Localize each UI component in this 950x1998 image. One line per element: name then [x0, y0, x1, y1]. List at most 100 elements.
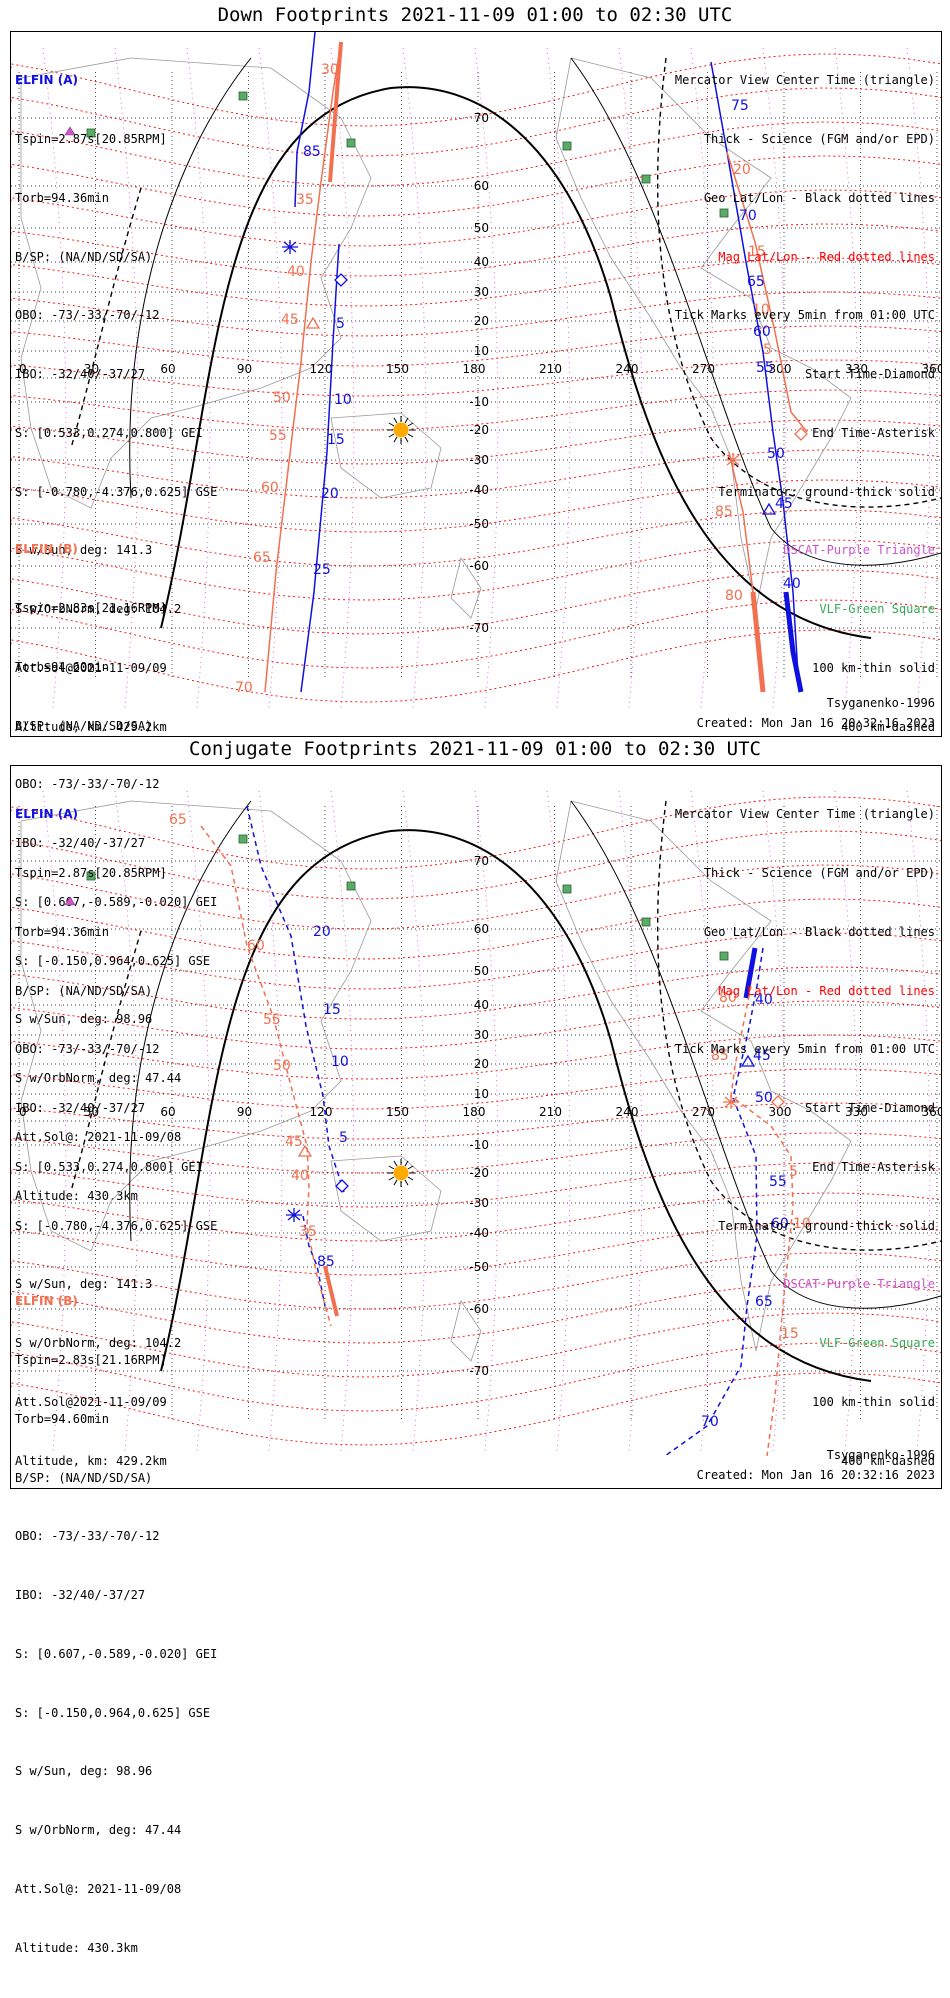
legend-line: Geo Lat/Lon - Black dotted lines	[703, 924, 935, 939]
lat-tick-label: -20	[469, 423, 489, 437]
mag-parallel	[11, 325, 941, 367]
start-diamond	[335, 1179, 349, 1193]
terminator-400km	[656, 800, 941, 1251]
lat-tick-label: 10	[474, 344, 489, 358]
mag-meridian	[330, 47, 355, 709]
mag-parallel	[11, 419, 941, 465]
lat-tick-label: 40	[474, 998, 489, 1012]
dscat-triangle	[64, 126, 76, 136]
elfin-b-line: S: [0.607,-0.589,-0.020] GEI	[15, 1646, 218, 1661]
elfin-b-tick-label: 60	[261, 480, 279, 496]
elfin-a-tick-label: 85	[303, 144, 321, 160]
elfin-a-tick-label: 70	[739, 208, 757, 224]
vlf-station	[641, 917, 651, 927]
elfin-b-tick-label: 35	[299, 1224, 317, 1240]
elfin-a-tick-label: 15	[323, 1002, 341, 1018]
elfin-a-track	[710, 61, 800, 693]
sun-ray	[407, 422, 414, 427]
elfin-b-line: Torb=94.60min	[15, 659, 109, 674]
mag-parallel	[11, 449, 941, 499]
mag-parallel	[11, 1312, 941, 1378]
elfin-a-tick-label: 55	[756, 360, 774, 376]
sun-ray	[388, 422, 395, 427]
model-label: Tsyganenko-1996	[826, 1448, 935, 1462]
sun-ray	[388, 1176, 395, 1181]
elfin-b-tick-label: 65	[253, 550, 271, 566]
elfin-a-track	[300, 243, 340, 693]
elfin-b-info: ELFIN (B) Tspin=2.83s[21.16RPM] Torb=94.…	[15, 1253, 217, 1998]
elfin-b-line: S w/OrbNorm, deg: 47.44	[15, 1823, 182, 1838]
map-canvas-conjugate: 0 30 60 90 120 150 180 210 240 270 300 330 360 70 60 50…	[11, 790, 941, 1457]
sun-ray	[407, 1165, 414, 1170]
elfin-a-line: S w/OrbNorm, deg: 104.2	[15, 1336, 182, 1351]
elfin-a-tick-label: 45	[775, 496, 793, 512]
elfin-b-tick-label: 40	[291, 1168, 309, 1184]
mag-parallel	[11, 966, 941, 1020]
sun-ray	[388, 433, 395, 438]
map-canvas-down: 0 30 60 90 120 150 180 210 240 270 300 330 360 70 60 50…	[11, 32, 941, 709]
terminator-400km	[70, 187, 142, 449]
elfin-b-line: S: [-0.150,0.964,0.625] GSE	[15, 1705, 211, 1720]
elfin-b-science	[323, 1265, 339, 1317]
lat-tick-label: -10	[469, 395, 489, 409]
elfin-b-track	[264, 41, 342, 693]
lat-tick-label: 20	[474, 1057, 489, 1071]
elfin-a-tick-label: 20	[313, 924, 331, 940]
terminator-400km	[70, 930, 142, 1192]
elfin-a-tick-label: 40	[755, 992, 773, 1008]
elfin-b-line: B/SP: (NA/ND/SD/SA)	[15, 1470, 153, 1485]
legend-line: End Time-Asterisk	[812, 1159, 935, 1174]
sun-ray	[393, 417, 398, 424]
elfin-b-science	[328, 41, 343, 183]
elfin-a-line: S w/OrbNorm, deg: 104.2	[15, 602, 182, 617]
elfin-b-tick-label: 10	[752, 302, 770, 318]
mag-meridian	[906, 790, 931, 1452]
terminator-100km	[129, 57, 252, 499]
lat-tick-label: -10	[469, 1138, 489, 1152]
elfin-b-line: OBO: -73/-33/-70/-12	[15, 777, 160, 792]
elfin-a-line: B/SP: (NA/ND/SD/SA)	[15, 983, 153, 998]
start-diamond	[771, 1095, 785, 1109]
mag-meridian	[258, 47, 283, 709]
mag-parallel	[11, 1192, 941, 1242]
elfin-a-tick-label: 60	[753, 324, 771, 340]
continent-outline	[450, 1300, 482, 1362]
vlf-station	[238, 834, 248, 844]
legend-line: 400 km-dashed	[841, 719, 935, 734]
mag-parallel	[11, 1252, 941, 1310]
elfin-a-line: Altitude, km: 429.2km	[15, 719, 167, 734]
sun-ray	[388, 1165, 395, 1170]
elfin-a-tick-label: 5	[336, 316, 345, 332]
lon-tick-label: 0	[19, 362, 27, 376]
lon-tick-label: 120	[310, 1105, 333, 1119]
elfin-a-line: Tspin=2.87s[20.85RPM]	[15, 865, 167, 880]
legend-line: VLF-Green Square	[819, 602, 935, 617]
center-triangle	[761, 502, 777, 515]
elfin-a-line: Att.Sol@2021-11-09/09	[15, 661, 167, 675]
elfin-b-tick-label: 45	[281, 312, 299, 328]
legend: Mercator View Center Time (triangle) Thi…	[675, 766, 935, 1511]
elfin-a-tick-label: 55	[769, 1174, 787, 1190]
mag-parallel	[11, 599, 941, 669]
lat-tick-label: 70	[474, 854, 489, 868]
mag-parallel	[11, 1068, 941, 1110]
legend-line: Tick Marks every 5min from 01:00 UTC	[674, 308, 935, 323]
center-triangle	[305, 316, 321, 329]
lon-tick-label: 180	[463, 1105, 486, 1119]
elfin-a-tick-label: 10	[334, 392, 352, 408]
vlf-station	[346, 138, 356, 148]
mag-parallel	[11, 1372, 941, 1446]
lon-tick-label: 0	[19, 1105, 27, 1119]
sun-ray	[404, 417, 409, 424]
continent-outline	[555, 800, 852, 1352]
lon-tick-label: 270	[692, 362, 715, 376]
elfin-b-info: ELFIN (B) Tspin=2.83s[21.16RPM] Torb=94.…	[15, 501, 217, 1246]
elfin-b-line: S w/OrbNorm, deg: 47.44	[15, 1071, 182, 1086]
terminator-line	[160, 86, 872, 639]
lon-tick-label: 120	[310, 362, 333, 376]
elfin-b-tick-label: 85	[711, 1048, 729, 1064]
continent-outline	[20, 800, 372, 1252]
sun-ray	[407, 1176, 414, 1181]
elfin-a-line: Altitude, km: 429.2km	[15, 1453, 167, 1468]
mag-parallel	[11, 1034, 941, 1080]
